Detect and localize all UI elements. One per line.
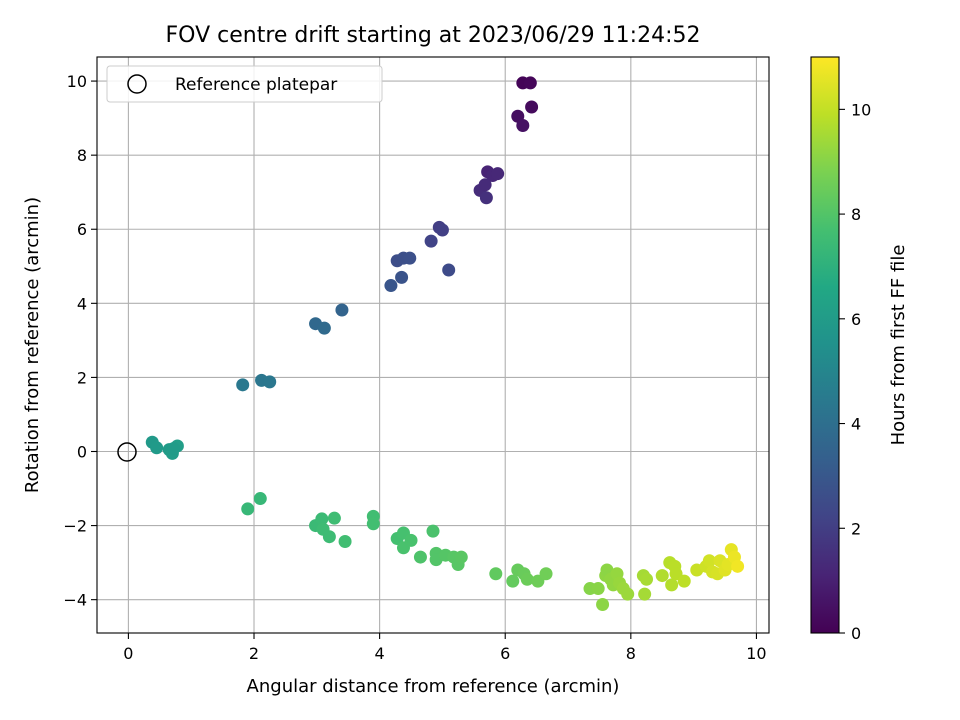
y-tick-label: 0 — [77, 442, 87, 461]
scatter-point — [253, 492, 267, 506]
y-tick-label: −4 — [63, 591, 87, 610]
scatter-point — [479, 191, 493, 205]
legend-open-circle-icon — [127, 74, 147, 94]
scatter-point — [665, 578, 679, 592]
scatter-point — [478, 178, 492, 192]
colorbar-tick-label: 2 — [851, 519, 861, 538]
scatter-point — [596, 597, 610, 611]
plot-frame — [96, 56, 770, 634]
scatter-point — [424, 234, 438, 248]
x-tick-label: 4 — [375, 644, 385, 663]
y-tick-label: 2 — [77, 368, 87, 387]
x-tick-label: 6 — [500, 644, 510, 663]
scatter-point — [322, 530, 336, 544]
y-axis-label: Rotation from reference (arcmin) — [22, 197, 43, 493]
y-axis: −4 −2 0 2 4 6 8 10 — [63, 72, 97, 610]
colorbar-tick-label: 0 — [851, 624, 861, 643]
scatter-point — [539, 567, 553, 581]
y-tick-label: 4 — [77, 294, 87, 313]
colorbar-tick-label: 6 — [851, 310, 861, 329]
x-axis-label: Angular distance from reference (arcmin) — [247, 676, 620, 697]
scatter-point — [404, 533, 418, 547]
scatter-point — [167, 442, 181, 456]
scatter-point — [395, 270, 409, 284]
scatter-point — [435, 223, 449, 237]
scatter-point — [525, 100, 539, 114]
scatter-point — [516, 119, 530, 133]
x-tick-label: 0 — [123, 644, 133, 663]
scatter-point — [454, 550, 468, 564]
colorbar: 0 2 4 6 8 10 Hours from first FF file — [810, 56, 909, 643]
x-tick-label: 2 — [249, 644, 259, 663]
scatter-point — [327, 511, 341, 525]
colorbar-tick-label: 8 — [851, 205, 861, 224]
scatter-point — [426, 524, 440, 538]
scatter-point — [403, 251, 417, 265]
scatter-point — [489, 567, 503, 581]
legend-label: Reference platepar — [175, 75, 337, 95]
grid — [97, 57, 769, 633]
scatter-point — [366, 517, 380, 531]
scatter-point — [263, 375, 277, 389]
scatter-point — [520, 572, 534, 586]
scatter-point — [491, 167, 505, 181]
colorbar-tick-label: 10 — [851, 100, 871, 119]
scatter-point — [506, 574, 520, 588]
y-tick-label: −2 — [63, 517, 87, 536]
scatter-point — [591, 582, 605, 596]
scatter-point — [236, 378, 250, 392]
scatter-point — [677, 574, 691, 588]
colorbar-tick-label: 4 — [851, 415, 861, 434]
chart-title: FOV centre drift starting at 2023/06/29 … — [166, 23, 701, 48]
scatter-point — [384, 279, 398, 293]
scatter-point — [241, 502, 255, 516]
scatter-point — [317, 321, 331, 335]
reference-platepar-marker — [117, 442, 137, 462]
y-tick-label: 8 — [77, 146, 87, 165]
scatter-point — [621, 587, 635, 601]
scatter-point — [638, 587, 652, 601]
scatter-point — [702, 554, 716, 568]
scatter-point — [523, 76, 537, 90]
scatter-point — [150, 441, 164, 455]
y-tick-label: 6 — [77, 220, 87, 239]
scatter-point — [655, 569, 669, 583]
y-tick-label: 10 — [67, 72, 87, 91]
scatter-point — [338, 535, 352, 549]
colorbar-gradient — [810, 56, 840, 634]
x-tick-label: 10 — [746, 644, 766, 663]
x-axis: 0 2 4 6 8 10 — [123, 633, 767, 663]
legend: Reference platepar — [106, 65, 383, 103]
scatter-point — [315, 512, 329, 526]
scatter-point — [442, 263, 456, 277]
plot-points — [145, 76, 745, 611]
x-tick-label: 8 — [626, 644, 636, 663]
colorbar-label: Hours from first FF file — [888, 245, 909, 446]
scatter-point — [731, 559, 745, 573]
scatter-point — [640, 572, 654, 586]
scatter-point — [413, 550, 427, 564]
legend-box — [106, 65, 383, 103]
scatter-point — [335, 303, 349, 317]
